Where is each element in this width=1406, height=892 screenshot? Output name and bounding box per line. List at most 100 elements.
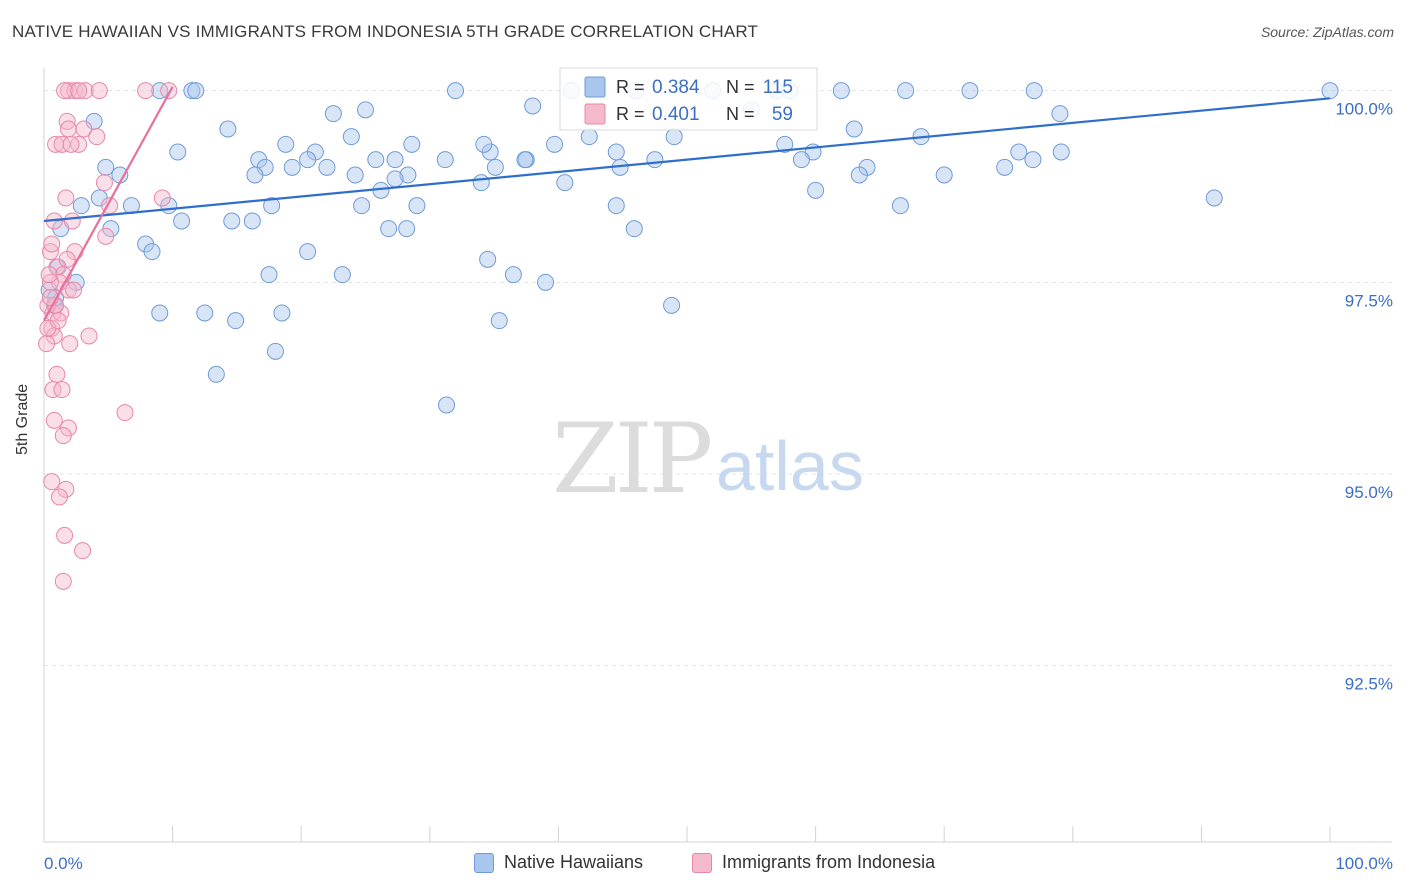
- native-hawaiians-points: [40, 82, 1339, 414]
- point-native-hawaiian: [935, 166, 953, 184]
- r-label: R =: [616, 77, 645, 97]
- point-indonesia: [40, 266, 58, 284]
- point-native-hawaiian: [299, 243, 317, 261]
- x-tick-label: 100.0%: [1335, 854, 1393, 873]
- point-native-hawaiian: [357, 101, 374, 119]
- point-native-hawaiian: [625, 220, 643, 238]
- watermark-atlas: atlas: [716, 427, 864, 505]
- point-native-hawaiian: [486, 158, 504, 176]
- point-native-hawaiian: [97, 158, 115, 176]
- point-native-hawaiian: [299, 151, 317, 169]
- point-indonesia: [74, 542, 92, 560]
- point-native-hawaiian: [1025, 82, 1043, 100]
- point-indonesia: [54, 572, 72, 590]
- point-native-hawaiian: [1321, 82, 1339, 100]
- point-native-hawaiian: [196, 304, 214, 322]
- point-native-hawaiian: [266, 342, 284, 360]
- point-native-hawaiian: [353, 197, 371, 215]
- point-native-hawaiian: [173, 212, 191, 230]
- point-native-hawaiian: [277, 135, 295, 153]
- point-native-hawaiian: [665, 128, 683, 146]
- point-native-hawaiian: [537, 273, 555, 291]
- point-indonesia: [160, 82, 178, 100]
- point-native-hawaiian: [223, 212, 241, 230]
- point-native-hawaiian: [72, 197, 90, 215]
- point-native-hawaiian: [807, 181, 825, 199]
- point-native-hawaiian: [845, 120, 863, 138]
- point-indonesia: [97, 227, 115, 245]
- point-indonesia: [80, 327, 98, 345]
- point-native-hawaiian: [346, 166, 364, 184]
- point-native-hawaiian: [961, 82, 979, 100]
- chart-title: NATIVE HAWAIIAN VS IMMIGRANTS FROM INDON…: [12, 22, 759, 41]
- legend-item-indonesia[interactable]: Immigrants from Indonesia: [692, 852, 935, 873]
- point-native-hawaiian: [1010, 143, 1028, 161]
- point-native-hawaiian: [246, 166, 264, 184]
- x-tick-label: 0.0%: [44, 854, 83, 873]
- point-native-hawaiian: [1024, 151, 1042, 169]
- y-tick-label: 92.5%: [1345, 675, 1393, 694]
- stats-legend: R = 0.384 N = 115 R = 0.401 N = 59: [559, 67, 818, 131]
- point-indonesia: [45, 411, 63, 429]
- point-indonesia: [48, 365, 66, 383]
- point-native-hawaiian: [1051, 105, 1069, 123]
- trend-line-indonesia: [43, 86, 174, 322]
- point-native-hawaiian: [367, 151, 385, 169]
- source-label: Source: ZipAtlas.com: [1260, 24, 1394, 40]
- point-indonesia: [66, 82, 84, 100]
- trend-lines: [43, 86, 1331, 322]
- point-native-hawaiian: [490, 312, 508, 330]
- point-native-hawaiian: [607, 197, 625, 215]
- point-indonesia: [47, 135, 65, 153]
- legend-item-native-hawaiians[interactable]: Native Hawaiians: [474, 852, 643, 873]
- legend-label-native-hawaiians: Native Hawaiians: [504, 852, 644, 872]
- stats-legend-swatch: [584, 103, 606, 125]
- point-native-hawaiian: [580, 128, 598, 146]
- point-native-hawaiian: [187, 82, 205, 100]
- point-native-hawaiian: [832, 82, 850, 100]
- point-native-hawaiian: [243, 212, 261, 230]
- point-native-hawaiian: [143, 243, 161, 261]
- indonesia-points: [38, 82, 178, 590]
- point-native-hawaiian: [776, 135, 794, 153]
- point-indonesia: [88, 128, 106, 146]
- point-native-hawaiian: [219, 120, 237, 138]
- point-indonesia: [90, 82, 108, 100]
- point-native-hawaiian: [447, 82, 465, 100]
- point-native-hawaiian: [263, 197, 281, 215]
- n-value: 59: [772, 104, 793, 125]
- point-native-hawaiian: [283, 158, 301, 176]
- point-indonesia: [38, 335, 56, 353]
- point-native-hawaiian: [151, 82, 169, 100]
- point-native-hawaiian: [333, 266, 351, 284]
- point-indonesia: [49, 312, 67, 330]
- point-native-hawaiian: [438, 396, 456, 414]
- point-native-hawaiian: [546, 135, 564, 153]
- point-native-hawaiian: [1052, 143, 1070, 161]
- point-native-hawaiian: [646, 151, 664, 169]
- point-native-hawaiian: [436, 151, 454, 169]
- point-indonesia: [70, 82, 88, 100]
- point-indonesia: [53, 135, 71, 153]
- trend-line-native-hawaiians: [43, 97, 1331, 223]
- y-tick-label: 95.0%: [1345, 483, 1393, 502]
- point-native-hawaiian: [475, 135, 493, 153]
- point-native-hawaiian: [183, 82, 201, 100]
- point-indonesia: [116, 404, 134, 422]
- point-native-hawaiian: [260, 266, 278, 284]
- r-value: 0.401: [652, 104, 700, 125]
- point-native-hawaiian: [663, 296, 681, 314]
- point-native-hawaiian: [386, 170, 404, 188]
- point-native-hawaiian: [996, 158, 1014, 176]
- point-indonesia: [57, 189, 75, 207]
- point-indonesia: [58, 250, 76, 268]
- watermark-zip: ZIP: [552, 403, 711, 515]
- tick-labels: 92.5% 95.0% 97.5% 100.0% 0.0% 100.0%: [44, 100, 1393, 873]
- point-native-hawaiian: [891, 197, 909, 215]
- point-native-hawaiian: [1205, 189, 1223, 207]
- point-native-hawaiian: [472, 174, 490, 192]
- point-native-hawaiian: [342, 128, 360, 146]
- point-indonesia: [153, 189, 171, 207]
- watermark: ZIP atlas: [552, 403, 864, 515]
- gridlines: [44, 90, 1392, 667]
